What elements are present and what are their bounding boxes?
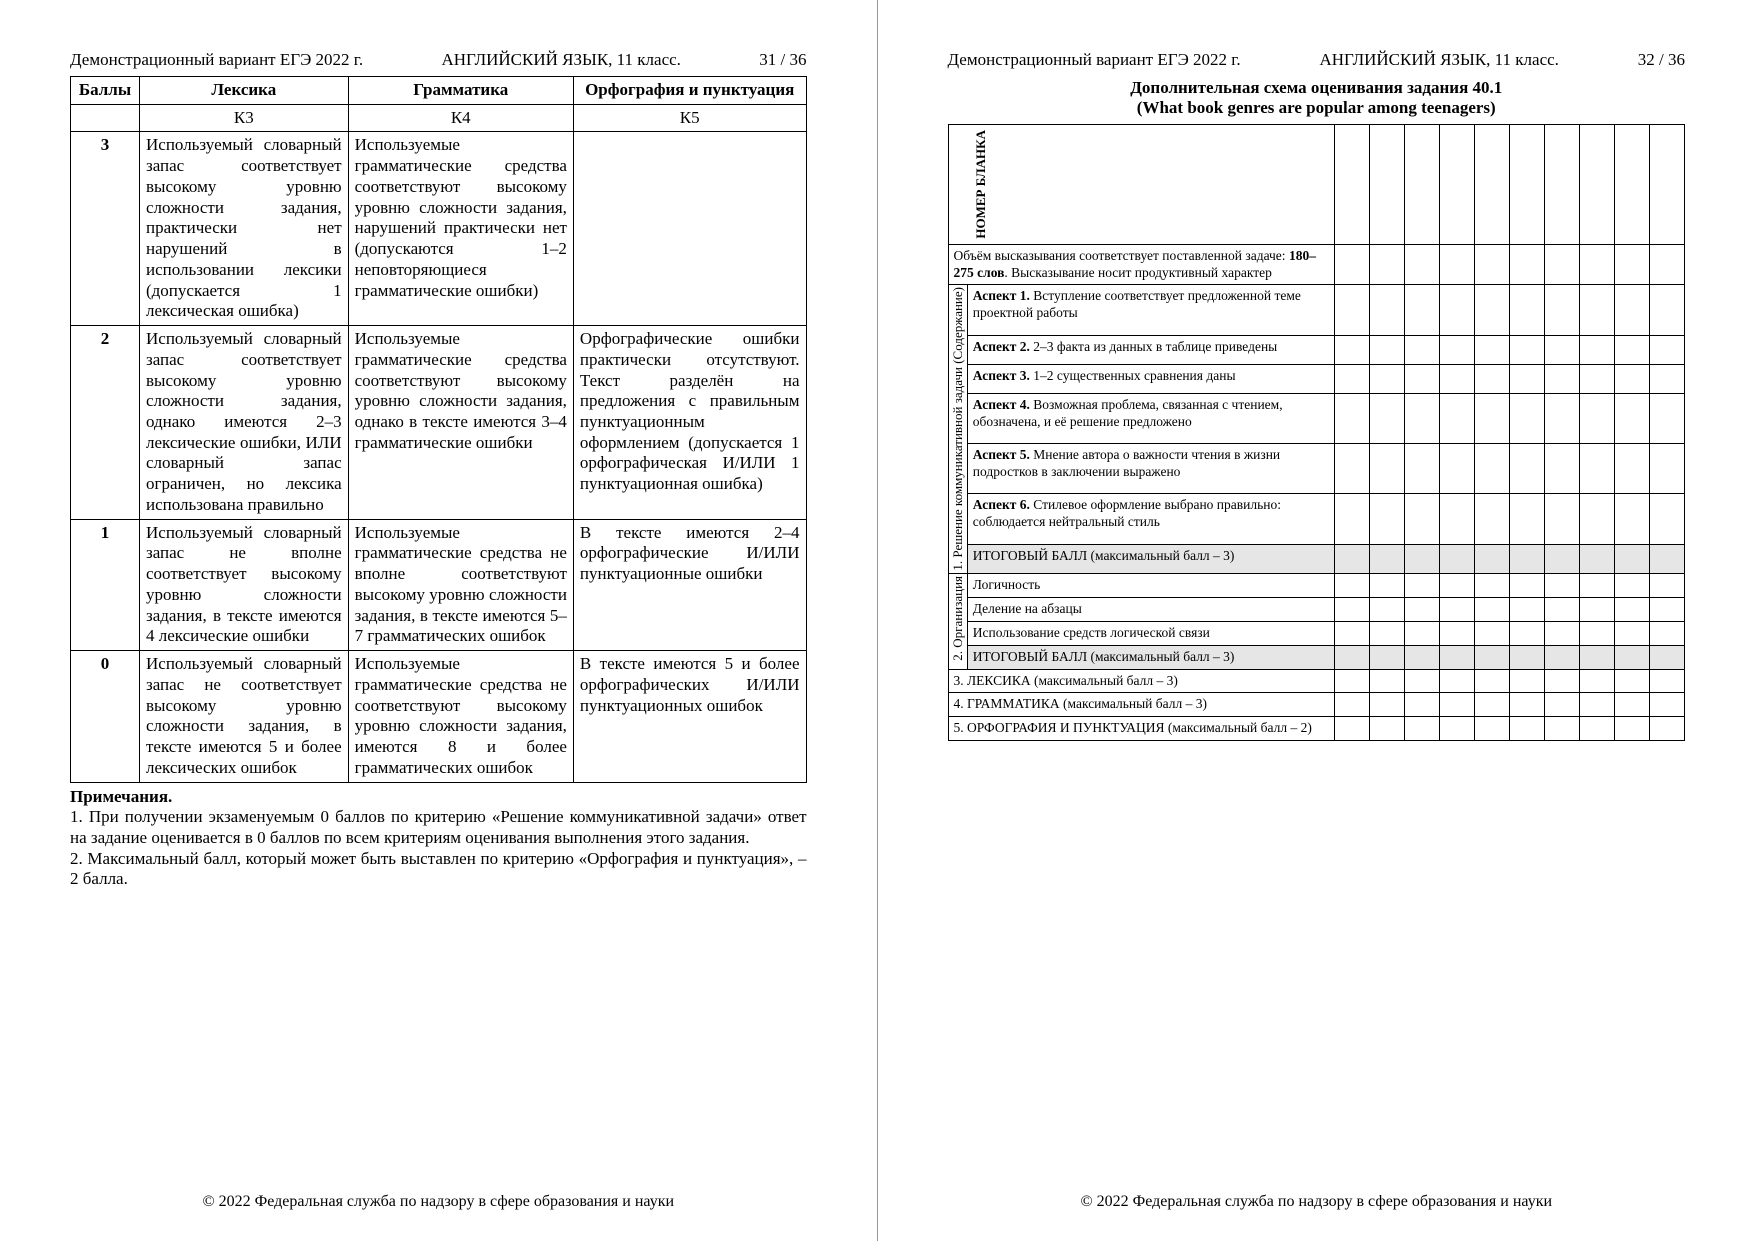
row-3: 3 Используемый словарный запас соответст… xyxy=(71,132,807,326)
page-footer: © 2022 Федеральная служба по надзору в с… xyxy=(948,1179,1686,1211)
total-1-row: ИТОГОВЫЙ БАЛЛ (максимальный балл – 3) xyxy=(948,544,1685,573)
aspect-3-row: Аспект 3. 1–2 существенных сравнения дан… xyxy=(948,364,1685,393)
orth-row: 5. ОРФОГРАФИЯ И ПУНКТУАЦИЯ (максимальный… xyxy=(948,717,1685,741)
r0-gram: Используемые грамматические средства не … xyxy=(348,651,573,782)
org-1-row: 2. Организация Логичность xyxy=(948,574,1685,598)
a3-text: 1–2 существенных сравнения даны xyxy=(1033,368,1235,383)
rh-mid: АНГЛИЙСКИЙ ЯЗЫК, 11 класс. xyxy=(363,50,759,70)
section-2-label: 2. Организация xyxy=(949,574,967,663)
lex: 3. ЛЕКСИКА (максимальный балл – 3) xyxy=(948,669,1335,693)
criteria-table: Баллы Лексика Грамматика Орфография и пу… xyxy=(70,76,807,783)
b3: Использование средств логической связи xyxy=(967,621,1334,645)
lex-row: 3. ЛЕКСИКА (максимальный балл – 3) xyxy=(948,669,1685,693)
volume-row: Объём высказывания соответствует поставл… xyxy=(948,244,1685,285)
score-0: 0 xyxy=(71,651,140,782)
running-head: Демонстрационный вариант ЕГЭ 2022 г. АНГ… xyxy=(70,50,807,70)
r3-gram: Используемые грамматические средства соо… xyxy=(348,132,573,326)
r1-gram: Используемые грамматические средства не … xyxy=(348,519,573,650)
row-1: 1 Используемый словарный запас не вполне… xyxy=(71,519,807,650)
k4: К4 xyxy=(348,104,573,132)
page-31: Демонстрационный вариант ЕГЭ 2022 г. АНГ… xyxy=(0,0,878,1241)
total-2: ИТОГОВЫЙ БАЛЛ (максимальный балл – 3) xyxy=(967,645,1334,669)
section-1-label: 1. Решение коммуникативной задачи (Содер… xyxy=(949,285,967,573)
rh-mid: АНГЛИЙСКИЙ ЯЗЫК, 11 класс. xyxy=(1241,50,1638,70)
org-2-row: Деление на абзацы xyxy=(948,597,1685,621)
k3: К3 xyxy=(140,104,349,132)
r0-lex: Используемый словарный запас не соответс… xyxy=(140,651,349,782)
orth: 5. ОРФОГРАФИЯ И ПУНКТУАЦИЯ (максимальный… xyxy=(948,717,1335,741)
score-1: 1 xyxy=(71,519,140,650)
r1-orth: В тексте имеются 2–4 орфографические И/И… xyxy=(573,519,806,650)
r3-lex: Используемый словарный запас соответству… xyxy=(140,132,349,326)
gram: 4. ГРАММАТИКА (максимальный балл – 3) xyxy=(948,693,1335,717)
notes-title: Примечания. xyxy=(70,787,172,806)
eval-subtitle: (What book genres are popular among teen… xyxy=(948,98,1686,118)
note-1: 1. При получении экзаменуемым 0 баллов п… xyxy=(70,807,807,847)
two-page-spread: Демонстрационный вариант ЕГЭ 2022 г. АНГ… xyxy=(0,0,1755,1241)
total-2-row: ИТОГОВЫЙ БАЛЛ (максимальный балл – 3) xyxy=(948,645,1685,669)
r2-lex: Используемый словарный запас соответству… xyxy=(140,326,349,520)
gram-row: 4. ГРАММАТИКА (максимальный балл – 3) xyxy=(948,693,1685,717)
r2-gram: Используемые грамматические средства соо… xyxy=(348,326,573,520)
b1: Логичность xyxy=(967,574,1334,598)
rh-right: 31 / 36 xyxy=(759,50,806,70)
rh-right: 32 / 36 xyxy=(1638,50,1685,70)
vol-post: . Высказывание носит продуктивный характ… xyxy=(1004,265,1271,280)
score-2: 2 xyxy=(71,326,140,520)
nb-label: НОМЕР БЛАНКА xyxy=(972,128,990,241)
org-3-row: Использование средств логической связи xyxy=(948,621,1685,645)
a2-text: 2–3 факта из данных в таблице приведены xyxy=(1033,339,1277,354)
notes: Примечания. 1. При получении экзаменуемы… xyxy=(70,787,807,891)
r0-orth: В тексте имеются 5 и более орфографическ… xyxy=(573,651,806,782)
k5: К5 xyxy=(573,104,806,132)
k-labels-row: К3 К4 К5 xyxy=(71,104,807,132)
page-footer: © 2022 Федеральная служба по надзору в с… xyxy=(70,1179,807,1211)
rh-left: Демонстрационный вариант ЕГЭ 2022 г. xyxy=(948,50,1241,70)
aspect-6-row: Аспект 6. Стилевое оформление выбрано пр… xyxy=(948,494,1685,544)
row-0: 0 Используемый словарный запас не соотве… xyxy=(71,651,807,782)
aspect-4-row: Аспект 4. Возможная проблема, связанная … xyxy=(948,394,1685,444)
r2-orth: Орфографические ошибки практически отсут… xyxy=(573,326,806,520)
aspect-5-row: Аспект 5. Мнение автора о важности чтени… xyxy=(948,444,1685,494)
eval-table: НОМЕР БЛАНКА Объём высказывания соответс… xyxy=(948,124,1686,741)
r3-orth xyxy=(573,132,806,326)
vol-pre: Объём высказывания соответствует поставл… xyxy=(954,248,1289,263)
th-gram: Грамматика xyxy=(348,77,573,105)
page-32: Демонстрационный вариант ЕГЭ 2022 г. АНГ… xyxy=(878,0,1755,1241)
eval-title: Дополнительная схема оценивания задания … xyxy=(948,78,1686,98)
aspect-1-row: 1. Решение коммуникативной задачи (Содер… xyxy=(948,285,1685,335)
b2: Деление на абзацы xyxy=(967,597,1334,621)
th-score: Баллы xyxy=(71,77,140,105)
th-orth: Орфография и пунктуация xyxy=(573,77,806,105)
r1-lex: Используемый словарный запас не вполне с… xyxy=(140,519,349,650)
row-2: 2 Используемый словарный запас соответст… xyxy=(71,326,807,520)
aspect-2-row: Аспект 2. 2–3 факта из данных в таблице … xyxy=(948,335,1685,364)
running-head: Демонстрационный вариант ЕГЭ 2022 г. АНГ… xyxy=(948,50,1686,70)
note-2: 2. Максимальный балл, который может быть… xyxy=(70,849,807,889)
nb-row: НОМЕР БЛАНКА xyxy=(948,125,1685,245)
score-3: 3 xyxy=(71,132,140,326)
total-1: ИТОГОВЫЙ БАЛЛ (максимальный балл – 3) xyxy=(967,544,1334,573)
rh-left: Демонстрационный вариант ЕГЭ 2022 г. xyxy=(70,50,363,70)
th-lex: Лексика xyxy=(140,77,349,105)
